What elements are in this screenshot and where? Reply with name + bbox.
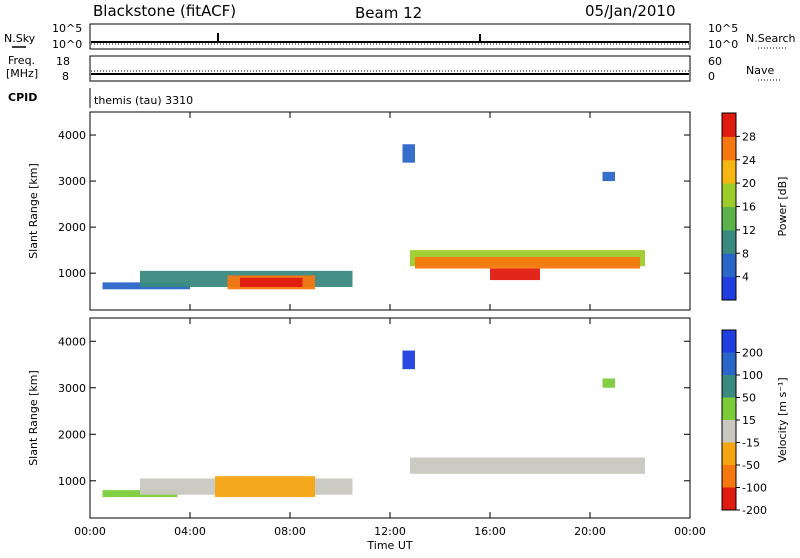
x-tick-label: 08:00 (274, 525, 306, 538)
colorbar-tick-label: 4 (742, 271, 749, 284)
freq-tick-bottom: 8 (62, 70, 69, 83)
freq-label: Freq. (8, 54, 35, 67)
colorbar-tick-label: -50 (742, 459, 760, 472)
y-tick-label: 4000 (58, 129, 86, 142)
colorbar-tick-label: 12 (742, 224, 756, 237)
colorbar-segment (722, 183, 736, 207)
colorbar-segment (722, 487, 736, 511)
nsky-label: N.Sky (4, 32, 36, 45)
velocity-panel: 1000 2000 3000 4000 00:00 04:00 08:00 12:00 16:0… (27, 317, 789, 552)
colorbar-segment (722, 330, 736, 353)
freq-tick-top: 18 (56, 55, 70, 68)
power-panel: 1000 2000 3000 4000 Slant Range [km] 4 8 12 16 20… (27, 111, 789, 311)
freq-panel-frame (89, 55, 691, 82)
data-region (490, 268, 540, 281)
data-region (402, 144, 415, 163)
data-region (215, 476, 315, 498)
nsky-tick-bottom: 10^0 (52, 38, 82, 51)
data-region (402, 350, 415, 370)
colorbar-tick-label: -100 (742, 482, 767, 495)
cpid-text: themis (tau) 3310 (94, 94, 193, 107)
y-tick-label: 1000 (58, 267, 86, 280)
colorbar-label: Power [dB] (776, 177, 789, 237)
x-tick-label: 04:00 (174, 525, 206, 538)
nsky-tick-top: 10^5 (52, 22, 82, 35)
colorbar-segment (722, 465, 736, 488)
colorbar-segment (722, 442, 736, 466)
colorbar-segment (722, 352, 736, 376)
y-tick-label: 3000 (58, 382, 86, 395)
y-tick-label: 1000 (58, 475, 86, 488)
heatmap-panels: 1000 2000 3000 4000 Slant Range [km] 4 8 12 16 20… (27, 111, 789, 552)
colorbar-segment (722, 113, 736, 137)
colorbar-segment (722, 229, 736, 254)
colorbar-tick-label: -200 (742, 504, 767, 517)
colorbar-tick-label: 20 (742, 177, 756, 190)
y-axis-label: Slant Range [km] (27, 370, 40, 466)
x-tick-label: 20:00 (574, 525, 606, 538)
colorbar-label: Velocity [m s⁻¹] (776, 377, 789, 462)
colorbar-tick-label: 50 (742, 392, 756, 405)
freq-unit-label: [MHz] (6, 67, 38, 80)
colorbar-segment (722, 253, 736, 278)
nsearch-tick-bottom: 10^0 (708, 38, 738, 51)
colorbar-tick-label: 8 (742, 247, 749, 260)
nsearch-tick-top: 10^5 (708, 22, 738, 35)
x-tick-label: 00:00 (674, 525, 706, 538)
colorbar-segment (722, 276, 736, 301)
data-region (602, 171, 615, 182)
nsky-panel-frame (89, 23, 691, 50)
colorbar-segment (722, 397, 736, 421)
data-region (415, 257, 640, 269)
x-tick-label: 16:00 (474, 525, 506, 538)
colorbar-tick-label: -15 (742, 437, 760, 450)
colorbar-tick-label: 15 (742, 414, 756, 427)
x-axis-label: Time UT (366, 539, 412, 552)
y-axis-label: Slant Range [km] (27, 163, 40, 259)
beam-title: Beam 12 (355, 4, 422, 22)
data-region (410, 457, 645, 474)
x-tick-label: 12:00 (374, 525, 406, 538)
colorbar-segment (722, 206, 736, 231)
y-tick-label: 4000 (58, 335, 86, 348)
colorbar-segment (722, 420, 736, 443)
colorbar-segment (722, 136, 736, 161)
colorbar-tick-label: 16 (742, 201, 756, 214)
nave-label: Nave (746, 64, 774, 77)
date-title: 05/Jan/2010 (585, 2, 676, 20)
nave-tick-bottom: 0 (708, 70, 715, 83)
y-tick-label: 2000 (58, 221, 86, 234)
nsearch-label: N.Search (746, 32, 796, 45)
nave-tick-top: 60 (708, 55, 722, 68)
x-tick-label: 00:00 (74, 525, 106, 538)
colorbar-tick-label: 200 (742, 347, 763, 360)
cpid-label: CPID (8, 91, 37, 104)
colorbar-tick-label: 24 (742, 154, 756, 167)
station-title: Blackstone (fitACF) (93, 2, 236, 20)
y-tick-label: 3000 (58, 175, 86, 188)
data-region (240, 277, 303, 287)
data-region (602, 378, 615, 388)
colorbar-segment (722, 159, 736, 184)
y-tick-label: 2000 (58, 428, 86, 441)
colorbar-tick-label: 28 (742, 130, 756, 143)
colorbar-tick-label: 100 (742, 369, 763, 382)
colorbar-segment (722, 375, 736, 398)
